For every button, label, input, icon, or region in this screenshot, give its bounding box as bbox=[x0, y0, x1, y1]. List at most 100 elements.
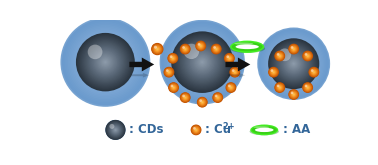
Circle shape bbox=[71, 28, 140, 96]
Circle shape bbox=[191, 125, 201, 135]
Circle shape bbox=[282, 52, 305, 75]
Circle shape bbox=[282, 51, 306, 76]
Circle shape bbox=[200, 60, 205, 65]
Circle shape bbox=[198, 43, 203, 49]
Circle shape bbox=[226, 55, 229, 58]
Circle shape bbox=[288, 58, 300, 70]
Circle shape bbox=[87, 43, 124, 81]
Circle shape bbox=[225, 54, 234, 63]
Circle shape bbox=[217, 97, 218, 98]
Circle shape bbox=[302, 51, 313, 61]
Circle shape bbox=[230, 87, 232, 88]
Circle shape bbox=[152, 43, 163, 55]
Circle shape bbox=[232, 69, 238, 75]
Circle shape bbox=[307, 87, 308, 88]
Circle shape bbox=[181, 46, 189, 53]
Circle shape bbox=[104, 61, 107, 64]
Circle shape bbox=[78, 35, 132, 89]
Circle shape bbox=[184, 44, 199, 59]
Circle shape bbox=[198, 58, 206, 66]
Circle shape bbox=[180, 92, 191, 103]
Circle shape bbox=[228, 57, 231, 60]
Circle shape bbox=[303, 51, 312, 61]
Circle shape bbox=[277, 53, 279, 56]
Circle shape bbox=[201, 61, 204, 64]
Circle shape bbox=[291, 61, 297, 67]
Circle shape bbox=[90, 47, 120, 77]
Circle shape bbox=[112, 126, 119, 134]
Circle shape bbox=[169, 83, 178, 92]
Circle shape bbox=[154, 46, 157, 49]
Ellipse shape bbox=[250, 125, 278, 135]
Circle shape bbox=[108, 123, 123, 137]
Circle shape bbox=[234, 71, 236, 73]
Circle shape bbox=[107, 122, 124, 138]
Circle shape bbox=[184, 48, 187, 50]
Circle shape bbox=[232, 69, 234, 72]
Circle shape bbox=[192, 52, 212, 72]
Circle shape bbox=[183, 46, 188, 52]
Circle shape bbox=[284, 54, 304, 73]
Circle shape bbox=[193, 127, 199, 133]
Circle shape bbox=[293, 48, 294, 50]
Circle shape bbox=[169, 83, 178, 92]
Circle shape bbox=[227, 56, 232, 61]
Circle shape bbox=[113, 128, 118, 132]
Circle shape bbox=[211, 44, 222, 54]
Circle shape bbox=[181, 41, 223, 83]
Circle shape bbox=[213, 93, 222, 102]
Circle shape bbox=[97, 54, 114, 70]
Circle shape bbox=[80, 37, 131, 87]
Circle shape bbox=[101, 57, 110, 67]
Circle shape bbox=[285, 55, 303, 73]
Circle shape bbox=[172, 58, 173, 59]
Circle shape bbox=[292, 62, 296, 66]
Circle shape bbox=[73, 29, 138, 95]
Circle shape bbox=[275, 51, 284, 61]
Circle shape bbox=[185, 97, 186, 98]
Circle shape bbox=[165, 69, 172, 76]
Circle shape bbox=[108, 123, 122, 137]
Circle shape bbox=[200, 100, 204, 104]
Circle shape bbox=[77, 34, 134, 90]
Circle shape bbox=[268, 67, 279, 78]
Circle shape bbox=[226, 83, 236, 93]
Circle shape bbox=[225, 54, 234, 62]
Circle shape bbox=[277, 84, 283, 91]
Circle shape bbox=[178, 38, 226, 86]
Circle shape bbox=[215, 48, 217, 50]
Circle shape bbox=[112, 127, 119, 133]
Circle shape bbox=[76, 33, 135, 91]
Circle shape bbox=[271, 69, 273, 72]
Circle shape bbox=[92, 49, 118, 75]
Circle shape bbox=[84, 41, 126, 83]
Circle shape bbox=[279, 87, 280, 88]
Ellipse shape bbox=[232, 42, 263, 51]
Circle shape bbox=[268, 38, 319, 89]
Circle shape bbox=[288, 59, 299, 69]
Text: 2+: 2+ bbox=[222, 122, 235, 131]
Circle shape bbox=[107, 122, 124, 138]
Circle shape bbox=[191, 51, 214, 73]
Ellipse shape bbox=[249, 128, 279, 135]
Circle shape bbox=[279, 49, 308, 78]
Circle shape bbox=[170, 55, 172, 58]
Circle shape bbox=[198, 44, 203, 48]
Circle shape bbox=[293, 94, 294, 95]
Circle shape bbox=[194, 53, 211, 71]
Circle shape bbox=[181, 45, 189, 53]
Circle shape bbox=[184, 44, 221, 81]
Circle shape bbox=[304, 84, 311, 91]
Circle shape bbox=[292, 48, 295, 50]
Circle shape bbox=[227, 83, 235, 92]
Circle shape bbox=[199, 99, 205, 105]
Circle shape bbox=[202, 102, 203, 103]
Circle shape bbox=[112, 127, 119, 133]
Circle shape bbox=[156, 48, 158, 50]
Circle shape bbox=[234, 72, 235, 73]
Circle shape bbox=[277, 85, 279, 87]
Circle shape bbox=[112, 126, 119, 133]
Circle shape bbox=[102, 59, 109, 66]
Circle shape bbox=[110, 125, 121, 135]
Circle shape bbox=[290, 60, 298, 68]
